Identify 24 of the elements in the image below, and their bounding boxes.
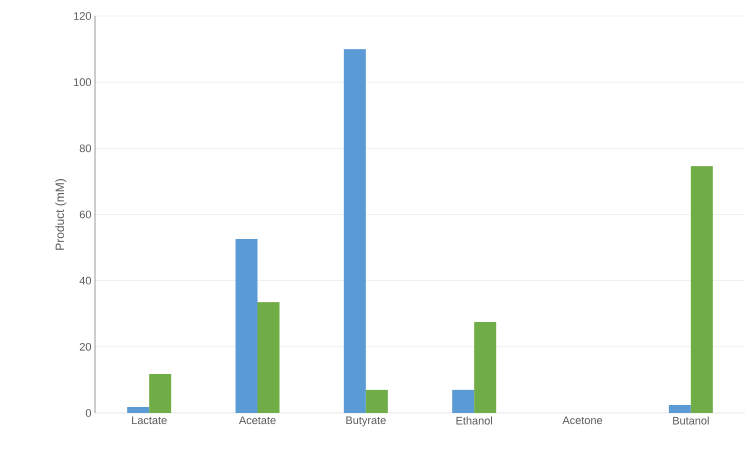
bar xyxy=(366,390,388,413)
y-tick-label: 100 xyxy=(74,78,92,86)
x-tick-label: Acetate xyxy=(238,416,276,424)
y-tick-label: 120 xyxy=(74,12,92,20)
y-tick-label: 60 xyxy=(80,210,92,218)
x-tick-label: Butyrate xyxy=(346,416,386,426)
bar xyxy=(258,302,280,413)
x-tick-label: Ethanol xyxy=(456,416,492,425)
x-tick-label: Lactate xyxy=(132,416,167,424)
y-tick-label: 0 xyxy=(86,409,92,417)
y-tick-label: 80 xyxy=(80,144,92,152)
bar xyxy=(236,238,258,413)
bar xyxy=(149,374,172,413)
y-tick-label: 20 xyxy=(80,342,92,351)
x-tick-label: Butanol xyxy=(673,416,709,425)
bar xyxy=(344,49,366,413)
bar xyxy=(474,322,496,413)
x-tick-label: Acetone xyxy=(562,416,602,424)
bar xyxy=(452,390,474,413)
y-axis-title: Product (mM) xyxy=(55,179,66,250)
bar xyxy=(690,166,713,413)
y-tick-label: 40 xyxy=(80,276,92,285)
bar xyxy=(668,405,691,413)
bar xyxy=(127,407,150,413)
